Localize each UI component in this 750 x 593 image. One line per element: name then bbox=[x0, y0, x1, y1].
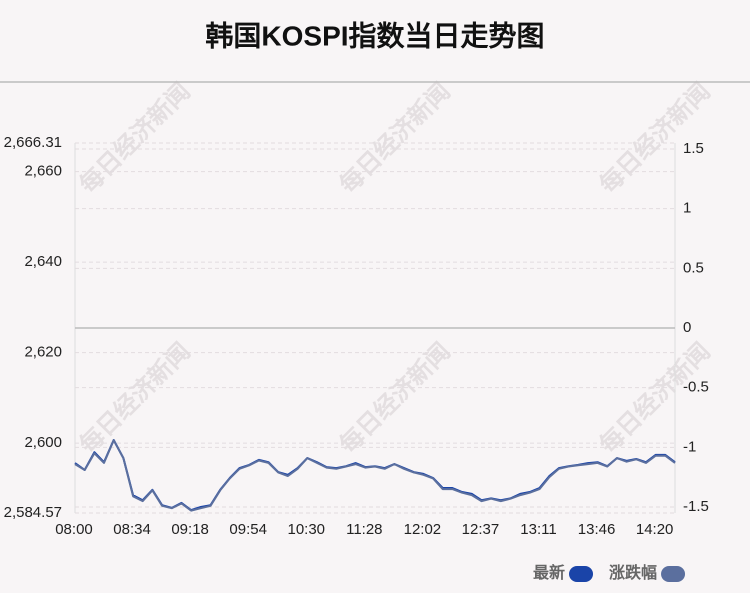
x-tick-label: 11:28 bbox=[346, 521, 382, 538]
y-tick-label: 2,620 bbox=[24, 344, 62, 361]
line-series bbox=[74, 439, 676, 512]
y2-tick-label: -0.5 bbox=[683, 379, 709, 396]
chart-title: 韩国KOSPI指数当日走势图 bbox=[205, 20, 544, 51]
watermark: 每日经济新闻 bbox=[593, 337, 715, 459]
y2-tick-label: 1.5 bbox=[683, 140, 704, 157]
y2-tick-label: 0 bbox=[683, 319, 691, 336]
y-tick-label: 2,666.31 bbox=[4, 134, 62, 151]
watermark: 每日经济新闻 bbox=[73, 337, 195, 459]
x-tick-label: 09:18 bbox=[171, 521, 209, 538]
watermark: 每日经济新闻 bbox=[593, 77, 715, 199]
x-tick-label: 13:11 bbox=[520, 521, 556, 538]
y-tick-label: 2,584.57 bbox=[4, 504, 62, 521]
line-series bbox=[74, 439, 676, 512]
x-tick-label: 12:37 bbox=[462, 521, 500, 538]
legend-label: 最新 bbox=[533, 563, 565, 582]
watermark: 每日经济新闻 bbox=[333, 337, 455, 459]
x-tick-label: 14:20 bbox=[636, 521, 674, 538]
y2-tick-label: 1 bbox=[683, 200, 691, 217]
watermark: 每日经济新闻 bbox=[73, 77, 195, 199]
y2-tick-label: -1 bbox=[683, 438, 696, 455]
y-tick-label: 2,600 bbox=[24, 434, 62, 451]
y-tick-label: 2,660 bbox=[24, 163, 62, 180]
x-tick-label: 08:34 bbox=[113, 521, 151, 538]
y-tick-label: 2,640 bbox=[24, 253, 62, 270]
x-tick-label: 10:30 bbox=[287, 521, 325, 538]
legend-label: 涨跌幅 bbox=[609, 563, 657, 582]
x-tick-label: 12:02 bbox=[404, 521, 442, 538]
x-tick-label: 08:00 bbox=[55, 521, 93, 538]
y2-tick-label: 0.5 bbox=[683, 259, 704, 276]
watermarks: 每日经济新闻 每日经济新闻 每日经济新闻 每日经济新闻 每日经济新闻 每日经济新… bbox=[73, 77, 715, 459]
legend-swatch bbox=[661, 566, 686, 582]
watermark: 每日经济新闻 bbox=[333, 77, 455, 199]
legend-swatch bbox=[569, 566, 594, 582]
y2-tick-label: -1.5 bbox=[683, 498, 709, 515]
x-tick-label: 09:54 bbox=[229, 521, 267, 538]
x-tick-label: 13:46 bbox=[578, 521, 616, 538]
